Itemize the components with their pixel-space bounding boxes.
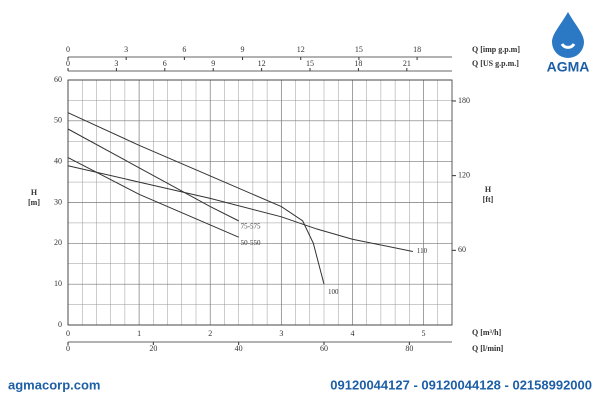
x_us-tick-label: 18 [354,59,362,68]
y-label: H [31,188,38,197]
x-tick-label: 1 [137,329,141,338]
x_imp-tick-label: 12 [297,45,305,54]
curve [67,157,239,238]
curve [67,128,239,222]
x_imp-tick-label: 6 [182,45,186,54]
x_us-tick-label: 3 [114,59,118,68]
curve-label: 75-575 [241,222,261,230]
y-tick-label: 60 [54,75,62,84]
y-tick-label: 40 [54,156,62,165]
curve-label: 50-550 [241,239,261,247]
logo-wave [560,43,576,49]
x-label: Q [m³/h] [472,328,502,337]
footer-left: agmacorp.com [8,377,100,392]
y-tick-label: 20 [54,238,62,247]
x_imp-tick-label: 18 [413,45,421,54]
plot-frame [67,79,453,326]
y2-tick-label: 60 [458,245,466,254]
x-tick-label: 2 [208,329,212,338]
x_us-tick-label: 6 [163,59,167,68]
x_us-tick-label: 15 [306,59,314,68]
y-tick-label: 30 [54,197,62,206]
logo-drop [552,12,584,58]
curve-label: 110 [417,247,428,255]
x_us-tick-label: 21 [403,59,411,68]
x_lmin-tick-label: 80 [405,344,413,353]
y-tick-label: 0 [58,320,62,329]
x-tick-label: 0 [66,329,70,338]
x_lmin-tick-label: 0 [66,344,70,353]
x_us-tick-label: 0 [66,59,70,68]
curve [67,112,325,285]
x-tick-label: 3 [279,329,283,338]
x-tick-label: 4 [350,329,354,338]
y-tick-label: 50 [54,116,62,125]
x_us-tick-label: 12 [258,59,266,68]
x_lmin-tick-label: 60 [320,344,328,353]
x_imp-tick-label: 0 [66,45,70,54]
x_lmin-tick-label: 20 [149,344,157,353]
curve [67,165,413,252]
footer-right: 09120044127 - 09120044128 - 02158992000 [330,377,592,392]
y2-label: H [485,185,492,194]
brand: AGMA [547,59,590,75]
x_lmin-tick-label: 40 [235,344,243,353]
curve-label: 100 [328,288,339,296]
x_imp-tick-label: 15 [355,45,363,54]
x_imp-label: Q [imp g.p.m] [472,45,520,54]
x_us-tick-label: 9 [211,59,215,68]
y2-tick-label: 120 [458,170,470,179]
y2-unit: [ft] [483,195,494,204]
x_lmin-label: Q [l/min] [472,344,504,353]
y-unit: [m] [28,198,40,207]
y2-tick-label: 180 [458,96,470,105]
y-tick-label: 10 [54,279,62,288]
x_imp-tick-label: 3 [124,45,128,54]
x-tick-label: 5 [422,329,426,338]
x_imp-tick-label: 9 [241,45,245,54]
x_us-label: Q [US g.p.m.] [472,59,519,68]
